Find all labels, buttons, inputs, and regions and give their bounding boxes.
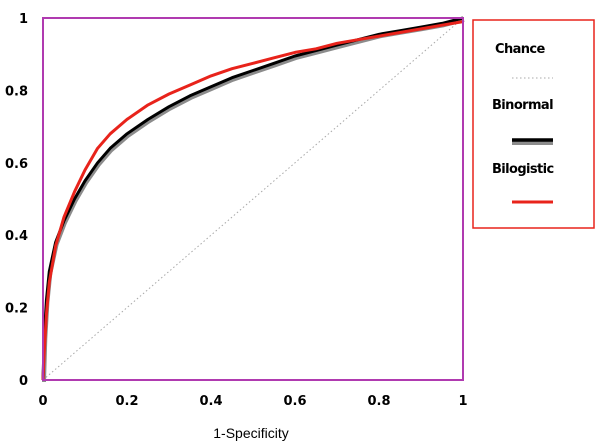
series-layer <box>41 16 465 383</box>
x-tick-label: 0.6 <box>283 394 306 409</box>
y-tick-label: 0.2 <box>5 302 28 317</box>
x-tick-label: 1 <box>458 394 467 409</box>
legend: Chance Binormal Bilogistic <box>472 19 595 229</box>
legend-label-chance: Chance <box>495 42 546 57</box>
plot-border <box>42 17 464 381</box>
x-tick-label: 0.4 <box>199 394 222 409</box>
x-tick-label: 0 <box>38 394 47 409</box>
series-line-chance <box>42 17 464 381</box>
legend-border <box>472 19 595 229</box>
y-tick-label: 0 <box>19 374 28 389</box>
legend-label-binormal: Binormal <box>492 98 553 113</box>
y-tick-label: 0.6 <box>5 157 28 172</box>
x-axis-title: 1-Specificity <box>213 425 288 441</box>
x-tick-label: 0.2 <box>115 394 138 409</box>
y-tick-label: 0.4 <box>5 229 28 244</box>
y-tick-label: 1 <box>19 12 28 27</box>
y-tick-label: 0.8 <box>5 84 28 99</box>
legend-label-bilogistic: Bilogistic <box>492 162 554 177</box>
x-tick-label: 0.8 <box>367 394 390 409</box>
series-line-bilogistic <box>41 20 464 381</box>
ticks-layer: 0 0.2 0.4 0.6 0.8 1 0 0.2 0.4 0.6 0.8 1 <box>5 12 468 409</box>
